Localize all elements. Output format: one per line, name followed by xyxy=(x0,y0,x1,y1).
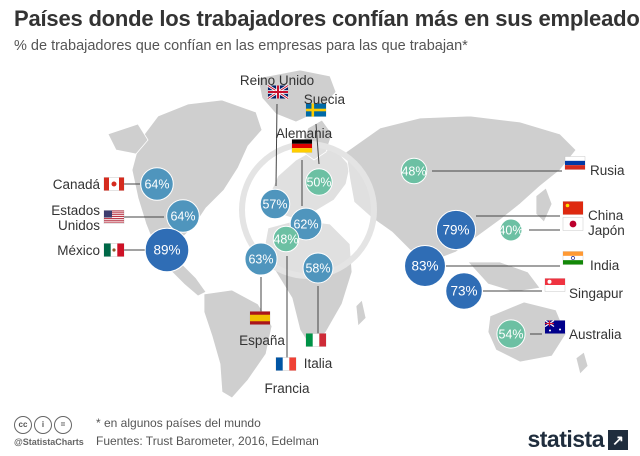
japan-bubble xyxy=(499,218,523,242)
australia-bubble xyxy=(496,319,526,349)
map-north-america xyxy=(131,99,263,253)
china-flag-icon xyxy=(562,201,584,215)
india-value-label: 83% xyxy=(411,259,438,274)
india-bubble xyxy=(404,245,446,287)
india-flag-icon xyxy=(562,251,584,265)
footnote: * en algunos países del mundo xyxy=(96,416,261,430)
japan-value-label: 40% xyxy=(498,224,523,238)
cc-icon: cc xyxy=(14,416,32,434)
uk-value-label: 57% xyxy=(262,198,287,212)
spain-bubble xyxy=(244,242,278,276)
license-icons: cc i = xyxy=(14,416,72,434)
france-value-label: 48% xyxy=(273,233,298,247)
leader-lines xyxy=(124,103,562,360)
spain-flag-icon xyxy=(249,311,271,325)
italy-bubble xyxy=(302,252,334,284)
mexico-flag-icon xyxy=(103,243,125,257)
bubbles: 64%64%89%57%50%62%48%63%58%48%79% 40%83%7… xyxy=(140,157,526,349)
sweden-country-label: Suecia xyxy=(304,92,346,107)
mexico-bubble xyxy=(144,227,190,273)
usa-country-label: Unidos xyxy=(58,218,100,233)
map-madagascar xyxy=(355,299,367,327)
chart-subtitle: % de trabajadores que confían en las emp… xyxy=(14,38,468,54)
map-southeast-asia xyxy=(467,261,541,293)
source-note: Fuentes: Trust Barometer, 2016, Edelman xyxy=(96,434,319,448)
uk-bubble xyxy=(259,188,291,220)
france-bubble xyxy=(272,225,300,253)
mexico-value-label: 89% xyxy=(153,243,180,258)
brand-mark-icon: ↗ xyxy=(608,429,628,450)
russia-value-label: 48% xyxy=(401,165,426,179)
japan-country-label: Japón xyxy=(588,223,625,238)
usa-bubble xyxy=(166,199,200,233)
brand-text: statista xyxy=(527,426,604,452)
france-country-label: Francia xyxy=(264,381,310,396)
germany-bubble xyxy=(289,207,323,241)
statista-logo: statista ↗ xyxy=(527,426,628,453)
italy-country-label: Italia xyxy=(304,356,333,371)
equals-icon: = xyxy=(54,416,72,434)
uk-flag-icon xyxy=(267,84,289,100)
sweden-value-label: 50% xyxy=(306,176,331,190)
canada-country-label: Canadá xyxy=(53,177,101,192)
japan-flag-icon xyxy=(562,217,584,231)
chart-title: Países donde los trabajadores confían má… xyxy=(14,6,640,31)
uk-country-label: Reino Unido xyxy=(240,73,314,88)
russia-flag-icon xyxy=(564,156,586,170)
singapore-flag-icon xyxy=(544,278,566,292)
usa-country-label: Estados xyxy=(51,203,100,218)
canada-value-label: 64% xyxy=(144,178,169,192)
sweden-bubble xyxy=(305,168,333,196)
russia-country-label: Rusia xyxy=(590,163,625,178)
australia-country-label: Australia xyxy=(569,327,622,342)
spain-value-label: 63% xyxy=(248,253,273,267)
mexico-country-label: México xyxy=(57,243,100,258)
uk-leader-line xyxy=(275,103,278,187)
australia-value-label: 54% xyxy=(498,328,523,342)
russia-bubble xyxy=(400,157,428,185)
usa-value-label: 64% xyxy=(170,210,195,224)
australia-flag-icon xyxy=(544,320,566,334)
map-japan xyxy=(535,187,553,223)
usa-flag-icon xyxy=(103,210,125,224)
germany-flag-icon xyxy=(291,139,313,153)
singapore-country-label: Singapur xyxy=(569,286,624,301)
france-flag-icon xyxy=(275,357,297,371)
china-value-label: 79% xyxy=(442,223,469,238)
italy-value-label: 58% xyxy=(305,262,330,276)
map-alaska xyxy=(107,123,149,155)
china-bubble xyxy=(435,209,477,251)
sweden-leader-line xyxy=(315,123,320,165)
singapore-value-label: 73% xyxy=(450,284,477,299)
map-new-zealand xyxy=(575,351,589,375)
world-map xyxy=(107,69,589,399)
canada-flag-icon xyxy=(103,177,125,191)
flags xyxy=(103,84,586,371)
china-country-label: China xyxy=(588,208,624,223)
singapore-bubble xyxy=(445,272,483,310)
spain-country-label: España xyxy=(239,333,285,348)
germany-value-label: 62% xyxy=(293,218,318,232)
canada-bubble xyxy=(140,167,174,201)
germany-country-label: Alemania xyxy=(276,126,333,141)
statista-handle: @StatistaCharts xyxy=(14,437,84,447)
by-icon: i xyxy=(34,416,52,434)
sweden-flag-icon xyxy=(305,103,327,117)
india-country-label: India xyxy=(590,258,620,273)
italy-flag-icon xyxy=(305,333,327,347)
